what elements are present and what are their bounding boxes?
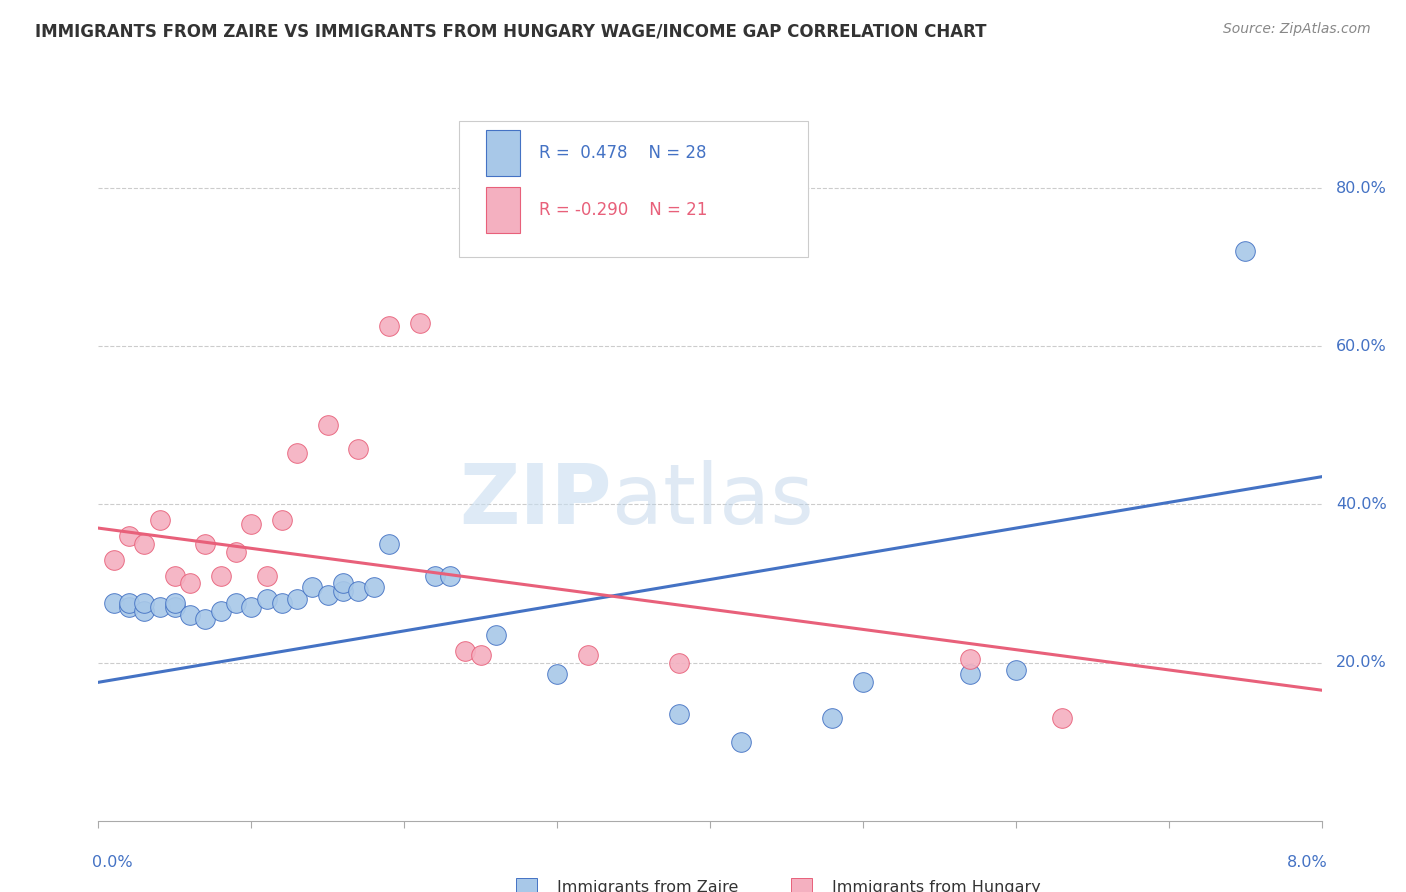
Point: [347, 584, 370, 599]
Point: [730, 734, 752, 748]
Point: [1234, 244, 1257, 259]
Text: atlas: atlas: [612, 460, 814, 541]
Point: [149, 600, 172, 615]
Text: R =  0.478    N = 28: R = 0.478 N = 28: [538, 144, 706, 161]
Point: [103, 552, 125, 567]
Point: [163, 568, 186, 582]
Text: 8.0%: 8.0%: [1286, 855, 1327, 871]
Point: [134, 596, 156, 610]
Point: [363, 581, 385, 595]
FancyBboxPatch shape: [486, 187, 520, 233]
Point: [285, 592, 308, 607]
Point: [378, 537, 401, 551]
Point: [485, 628, 508, 642]
Text: ■: ■: [793, 880, 810, 892]
Point: [118, 529, 141, 543]
Point: [852, 675, 875, 690]
Text: 20.0%: 20.0%: [1336, 655, 1388, 670]
Point: [316, 588, 339, 602]
Point: [118, 596, 141, 610]
Point: [959, 651, 981, 665]
Point: [332, 584, 354, 599]
Point: [378, 319, 401, 334]
Text: Immigrants from Hungary: Immigrants from Hungary: [832, 880, 1040, 892]
Point: [668, 706, 690, 721]
Text: R = -0.290    N = 21: R = -0.290 N = 21: [538, 202, 707, 219]
Point: [347, 442, 370, 456]
Point: [256, 592, 278, 607]
Point: [316, 418, 339, 433]
Point: [256, 568, 278, 582]
FancyBboxPatch shape: [486, 130, 520, 176]
Point: [408, 316, 430, 330]
Point: [240, 517, 263, 532]
Text: 60.0%: 60.0%: [1336, 339, 1388, 354]
Text: ■: ■: [517, 880, 536, 892]
Point: [209, 604, 232, 618]
Point: [270, 596, 294, 610]
Point: [163, 600, 186, 615]
Point: [240, 600, 263, 615]
Text: IMMIGRANTS FROM ZAIRE VS IMMIGRANTS FROM HUNGARY WAGE/INCOME GAP CORRELATION CHA: IMMIGRANTS FROM ZAIRE VS IMMIGRANTS FROM…: [35, 22, 987, 40]
Point: [179, 576, 201, 591]
Point: [225, 545, 247, 559]
Point: [546, 667, 568, 681]
Text: 0.0%: 0.0%: [93, 855, 134, 871]
Point: [225, 596, 247, 610]
Point: [1004, 664, 1026, 678]
Point: [149, 513, 172, 527]
Point: [270, 513, 294, 527]
Point: [118, 600, 141, 615]
Point: [668, 656, 690, 670]
Point: [423, 568, 446, 582]
Text: 80.0%: 80.0%: [1336, 181, 1388, 195]
Text: Source: ZipAtlas.com: Source: ZipAtlas.com: [1223, 22, 1371, 37]
Point: [301, 581, 323, 595]
Point: [576, 648, 599, 662]
Point: [439, 568, 461, 582]
Point: [134, 604, 156, 618]
Point: [209, 568, 232, 582]
Text: 40.0%: 40.0%: [1336, 497, 1388, 512]
Point: [134, 537, 156, 551]
Point: [821, 711, 844, 725]
Point: [470, 648, 492, 662]
Point: [285, 446, 308, 460]
Point: [332, 576, 354, 591]
Point: [454, 643, 477, 657]
Point: [179, 608, 201, 623]
FancyBboxPatch shape: [460, 121, 808, 257]
Point: [194, 612, 217, 626]
Text: Immigrants from Zaire: Immigrants from Zaire: [557, 880, 738, 892]
Point: [1050, 711, 1073, 725]
Point: [959, 667, 981, 681]
Point: [163, 596, 186, 610]
Point: [194, 537, 217, 551]
Point: [103, 596, 125, 610]
Text: ZIP: ZIP: [460, 460, 612, 541]
